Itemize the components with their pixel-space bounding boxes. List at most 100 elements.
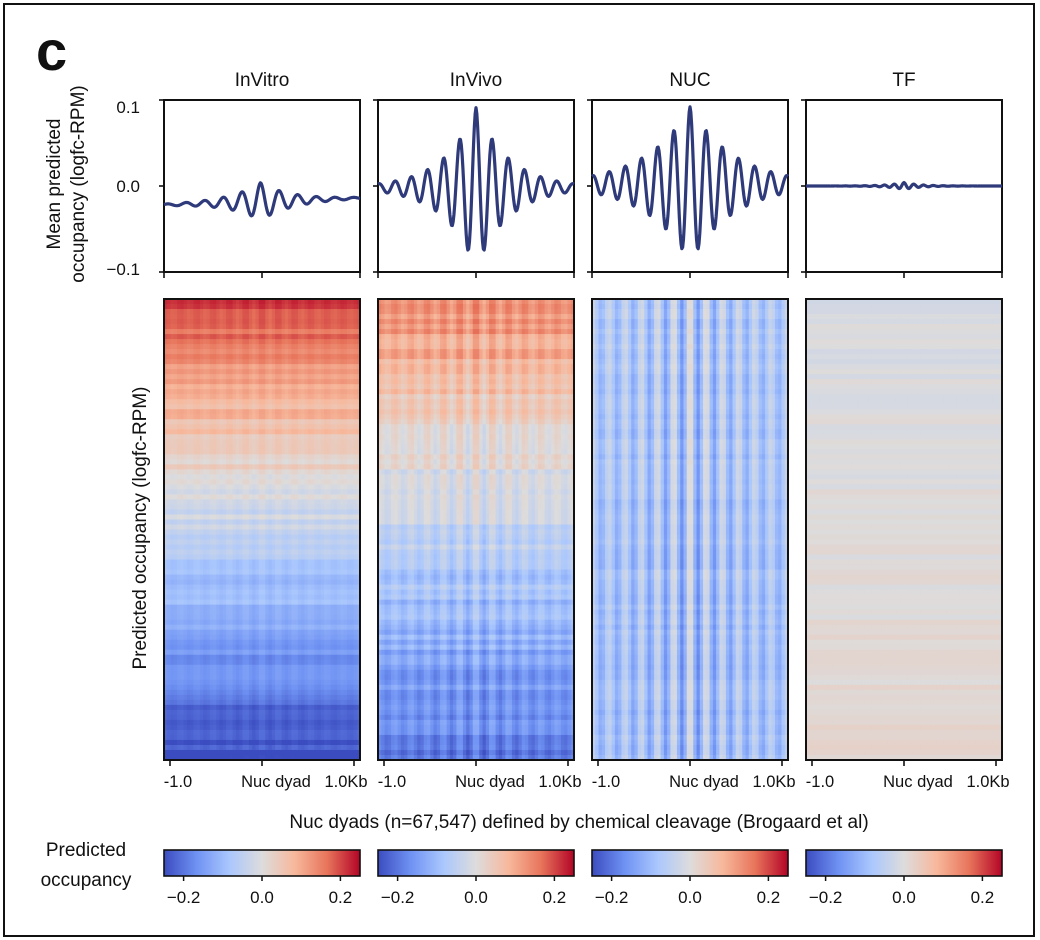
heat-cell	[190, 324, 194, 330]
heat-cell	[327, 434, 332, 440]
heat-cell	[255, 349, 260, 355]
heat-cell	[252, 559, 257, 566]
heat-cell	[245, 554, 250, 561]
heat-cell	[330, 314, 335, 320]
heat-cell	[330, 339, 335, 345]
heat-cell	[304, 424, 309, 430]
heat-cell	[199, 419, 204, 425]
heat-cell	[330, 494, 335, 501]
heat-cell	[353, 539, 358, 546]
heat-cell	[271, 344, 276, 350]
heat-cell	[330, 304, 335, 310]
heat-cell	[219, 424, 224, 430]
heat-cell	[314, 429, 319, 435]
heat-cell	[173, 504, 178, 511]
heat-cell	[245, 344, 250, 350]
heat-cell	[242, 519, 247, 526]
heat-cell	[311, 314, 315, 320]
heat-cell	[177, 484, 181, 491]
heat-cell	[340, 489, 345, 496]
heat-cell	[209, 429, 214, 435]
heat-cell	[343, 319, 348, 325]
heat-cell	[291, 394, 296, 400]
heat-cell	[294, 459, 299, 465]
heat-cell	[304, 509, 309, 516]
heat-cell	[288, 364, 292, 370]
heat-cell	[203, 419, 208, 425]
heat-cell	[203, 459, 208, 465]
heat-cell	[229, 604, 234, 611]
heat-cell	[314, 464, 319, 470]
heat-cell	[245, 564, 250, 571]
heat-cell	[196, 434, 201, 440]
heat-cell	[346, 579, 351, 586]
heat-cell	[324, 344, 328, 350]
heat-cell	[180, 354, 185, 360]
heat-cell	[278, 309, 283, 315]
heat-cell	[265, 359, 270, 365]
heat-cell	[177, 334, 181, 340]
heat-cell	[235, 434, 240, 440]
heat-cell	[183, 604, 188, 611]
heat-cell	[346, 484, 351, 491]
heat-cell	[252, 299, 257, 305]
heat-cell	[262, 514, 266, 521]
heat-cell	[294, 439, 299, 445]
heat-cell	[268, 564, 273, 571]
heat-cell	[271, 464, 276, 470]
heat-cell	[252, 384, 257, 390]
heat-cell	[193, 344, 198, 350]
heat-cell	[317, 459, 322, 465]
heat-cell	[193, 529, 198, 536]
heat-cell	[284, 309, 289, 315]
heat-cell	[226, 524, 230, 531]
heat-cell	[167, 359, 172, 365]
heat-cell	[317, 319, 322, 325]
heat-cell	[288, 534, 292, 541]
heat-cell	[190, 449, 194, 455]
heat-cell	[196, 559, 201, 566]
heat-cell	[203, 359, 208, 365]
heat-cell	[167, 304, 172, 310]
heat-cell	[245, 349, 250, 355]
heat-cell	[271, 529, 276, 536]
heat-cell	[320, 364, 325, 370]
heat-cell	[314, 364, 319, 370]
heat-cell	[183, 474, 188, 480]
heat-cell	[343, 464, 348, 470]
heat-cell	[235, 409, 240, 415]
heat-cell	[209, 584, 214, 591]
heat-cell	[314, 594, 319, 601]
heat-cell	[262, 384, 266, 390]
heat-cell	[252, 554, 257, 561]
heat-cell	[301, 514, 306, 521]
heat-cell	[209, 549, 214, 556]
heat-cell	[314, 354, 319, 360]
heat-cell	[271, 399, 276, 405]
heat-cell	[206, 344, 211, 350]
heat-cell	[206, 349, 211, 355]
heat-cell	[275, 339, 279, 345]
heat-cell	[281, 469, 286, 475]
heat-cell	[226, 399, 230, 405]
heat-cell	[248, 464, 253, 470]
heat-cell	[320, 544, 325, 551]
heat-cell	[180, 369, 185, 375]
heat-cell	[173, 404, 178, 410]
heat-cell	[173, 584, 178, 591]
heat-cell	[203, 519, 208, 526]
heat-cell	[301, 604, 306, 611]
heat-cell	[242, 489, 247, 496]
heat-cell	[239, 529, 243, 536]
heat-cell	[356, 319, 361, 325]
heat-cell	[307, 514, 312, 521]
heat-cell	[213, 564, 217, 571]
heat-cell	[343, 369, 348, 375]
heat-cell	[248, 434, 253, 440]
heat-cell	[278, 429, 283, 435]
heat-cell	[271, 454, 276, 460]
heat-cell	[294, 399, 299, 405]
heat-cell	[304, 504, 309, 511]
heat-cell	[330, 499, 335, 506]
heat-cell	[239, 369, 243, 375]
